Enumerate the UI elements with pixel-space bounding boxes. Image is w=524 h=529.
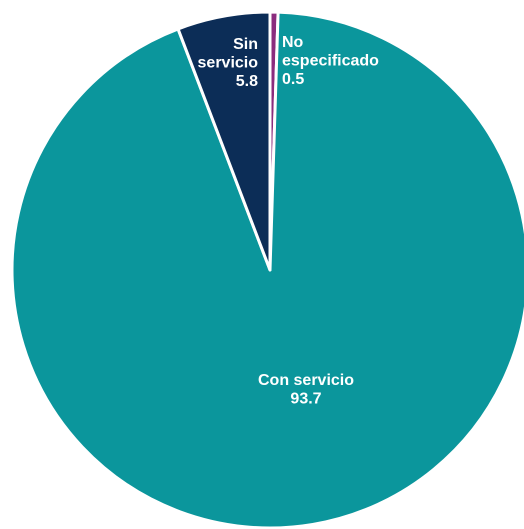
slice-value-1: 93.7 — [290, 391, 321, 408]
slice-category-2: Sin — [233, 36, 258, 53]
pie-slice-2 — [176, 10, 272, 272]
slice-value-0: 0.5 — [282, 71, 304, 88]
slice-category-0: especificado — [282, 53, 379, 70]
pie-labels: No especificado 0.5 Con servicio 93.7 Sin serv… — [198, 34, 380, 408]
pie-slices — [10, 10, 524, 529]
slice-category-2: servicio — [198, 55, 259, 72]
slice-label-0: No especificado 0.5 — [282, 34, 379, 88]
slice-category-0: No — [282, 34, 304, 51]
slice-category-1: Con servicio — [258, 372, 354, 389]
pie-slice-1 — [10, 10, 524, 529]
slice-label-2: Sin servicio 5.8 — [198, 36, 259, 90]
slice-label-1: Con servicio 93.7 — [258, 372, 354, 408]
slice-value-2: 5.8 — [236, 73, 258, 90]
